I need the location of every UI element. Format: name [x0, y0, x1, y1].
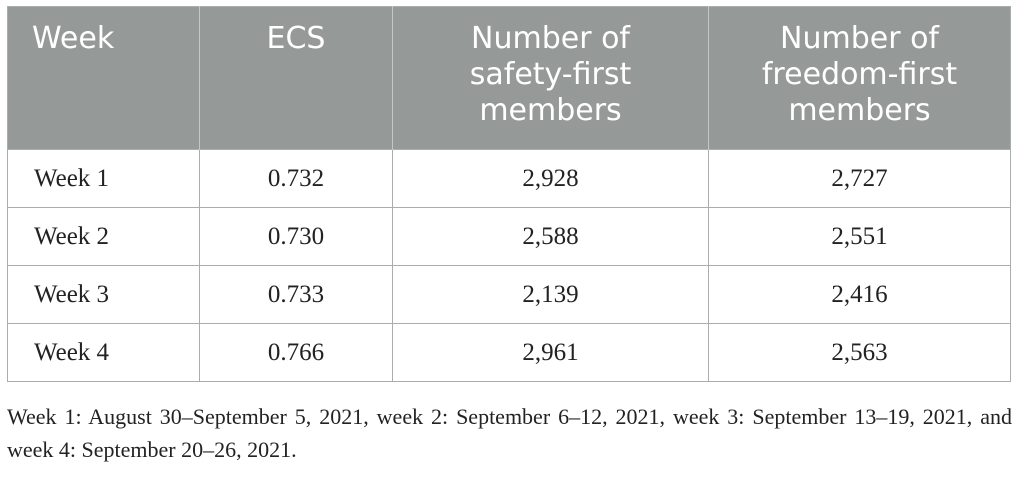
cell-week: Week 2: [7, 207, 200, 266]
table-row: Week 1 0.732 2,928 2,727: [7, 149, 1011, 208]
table-row: Week 4 0.766 2,961 2,563: [7, 323, 1011, 382]
cell-ecs: 0.730: [199, 207, 393, 266]
cell-freedom-first: 2,563: [708, 323, 1011, 382]
cell-week: Week 4: [7, 323, 200, 382]
table-row: Week 2 0.730 2,588 2,551: [7, 207, 1011, 266]
cell-ecs: 0.766: [199, 323, 393, 382]
cell-week: Week 1: [7, 149, 200, 208]
cell-freedom-first: 2,416: [708, 265, 1011, 324]
cell-safety-first: 2,588: [392, 207, 709, 266]
header-safety-first-members: Number of safety-first members: [392, 6, 709, 150]
weekly-membership-table-container: Week ECS Number of safety-first members …: [7, 6, 1011, 382]
cell-week: Week 3: [7, 265, 200, 324]
cell-freedom-first: 2,551: [708, 207, 1011, 266]
table-footnote: Week 1: August 30–September 5, 2021, wee…: [7, 404, 1012, 462]
header-freedom-first-members: Number of freedom-first members: [708, 6, 1011, 150]
cell-safety-first: 2,139: [392, 265, 709, 324]
cell-ecs: 0.732: [199, 149, 393, 208]
header-week: Week: [7, 6, 200, 150]
header-row: Week ECS Number of safety-first members …: [7, 6, 1011, 150]
cell-safety-first: 2,928: [392, 149, 709, 208]
weekly-membership-table: Week ECS Number of safety-first members …: [7, 6, 1011, 382]
cell-ecs: 0.733: [199, 265, 393, 324]
table-row: Week 3 0.733 2,139 2,416: [7, 265, 1011, 324]
cell-freedom-first: 2,727: [708, 149, 1011, 208]
header-ecs: ECS: [199, 6, 393, 150]
table-body: Week 1 0.732 2,928 2,727 Week 2 0.730 2,…: [7, 149, 1011, 382]
cell-safety-first: 2,961: [392, 323, 709, 382]
table-header: Week ECS Number of safety-first members …: [7, 6, 1011, 150]
